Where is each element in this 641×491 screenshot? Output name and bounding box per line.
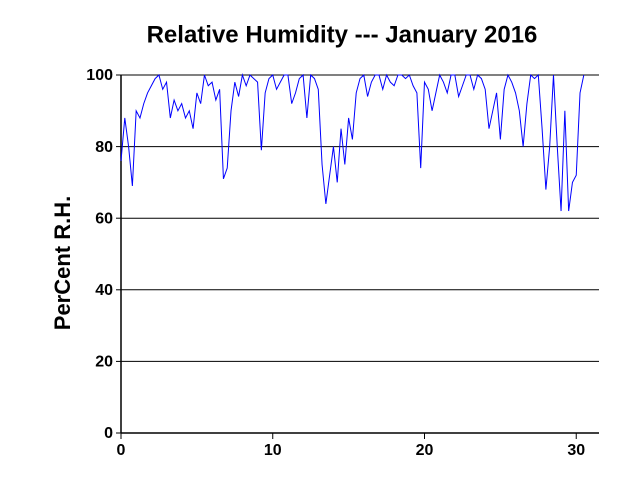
y-tick-label: 60: [95, 210, 113, 227]
y-tick-label: 40: [95, 282, 113, 299]
x-tick-label: 10: [264, 442, 282, 459]
y-tick-label: 80: [95, 139, 113, 156]
x-tick-label: 0: [117, 442, 126, 459]
y-tick-label: 20: [95, 354, 113, 371]
data-line: [120, 73, 585, 212]
y-tick-label: 0: [104, 425, 113, 442]
y-tick-label: 100: [86, 67, 113, 84]
x-tick-label: 30: [567, 442, 585, 459]
y-axis-label: PerCent R.H.: [50, 196, 75, 330]
chart-title: Relative Humidity --- January 2016: [147, 21, 538, 48]
x-tick-label: 20: [416, 442, 434, 459]
